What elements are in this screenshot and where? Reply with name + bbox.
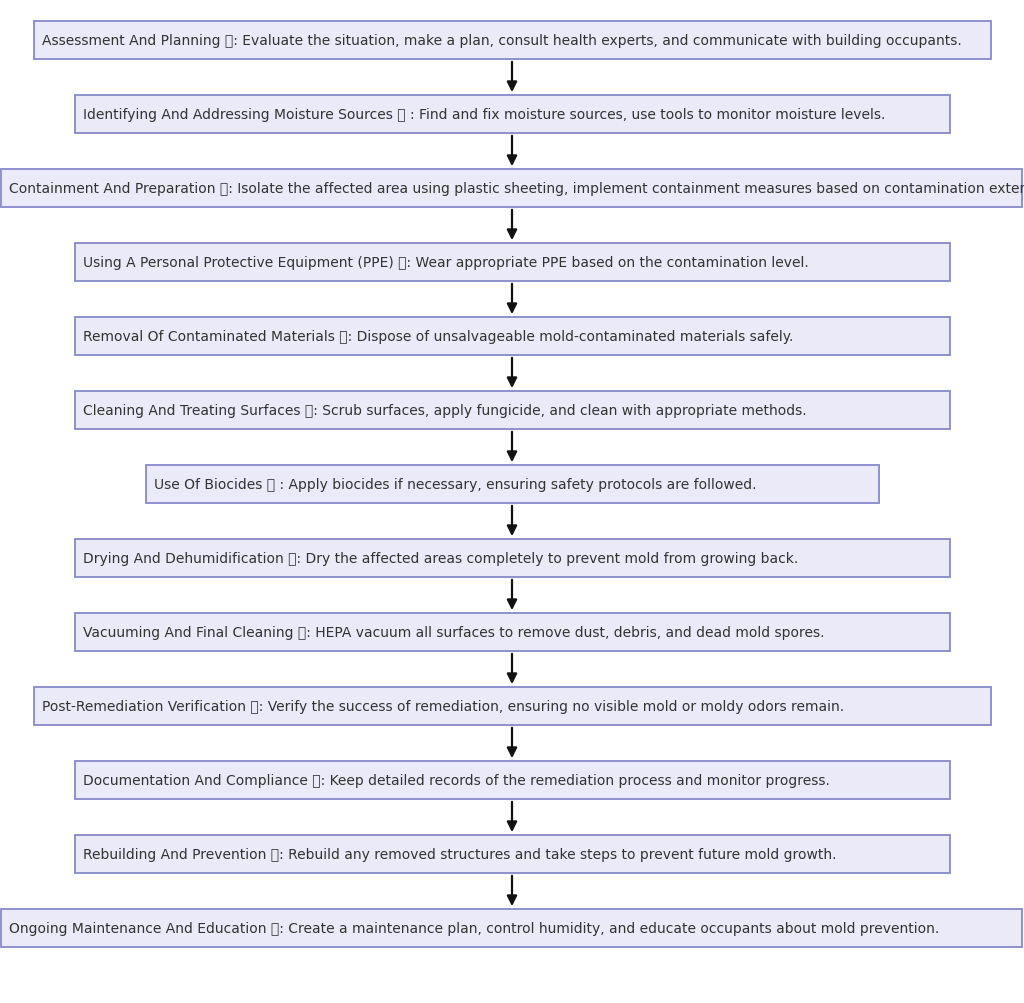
FancyBboxPatch shape bbox=[1, 170, 1022, 208]
Text: Use Of Biocides 🧪 : Apply biocides if necessary, ensuring safety protocols are f: Use Of Biocides 🧪 : Apply biocides if ne… bbox=[155, 477, 757, 491]
FancyBboxPatch shape bbox=[146, 465, 879, 504]
Text: Assessment And Planning 📝: Evaluate the situation, make a plan, consult health e: Assessment And Planning 📝: Evaluate the … bbox=[42, 34, 962, 48]
Text: Post-Remediation Verification ✅: Verify the success of remediation, ensuring no : Post-Remediation Verification ✅: Verify … bbox=[42, 699, 844, 713]
Text: Cleaning And Treating Surfaces 🧴: Scrub surfaces, apply fungicide, and clean wit: Cleaning And Treating Surfaces 🧴: Scrub … bbox=[83, 403, 806, 417]
FancyBboxPatch shape bbox=[75, 540, 950, 578]
Text: Rebuilding And Prevention 🛠️: Rebuild any removed structures and take steps to p: Rebuilding And Prevention 🛠️: Rebuild an… bbox=[83, 848, 837, 862]
FancyBboxPatch shape bbox=[75, 614, 950, 651]
FancyBboxPatch shape bbox=[75, 761, 950, 799]
Text: Containment And Preparation 🔴: Isolate the affected area using plastic sheeting,: Containment And Preparation 🔴: Isolate t… bbox=[9, 182, 1024, 196]
Text: Drying And Dehumidification 💨: Dry the affected areas completely to prevent mold: Drying And Dehumidification 💨: Dry the a… bbox=[83, 552, 798, 566]
FancyBboxPatch shape bbox=[34, 687, 991, 725]
FancyBboxPatch shape bbox=[75, 244, 950, 282]
Text: Ongoing Maintenance And Education 📚: Create a maintenance plan, control humidity: Ongoing Maintenance And Education 📚: Cre… bbox=[9, 921, 939, 935]
Text: Removal Of Contaminated Materials 🗑️: Dispose of unsalvageable mold-contaminated: Removal Of Contaminated Materials 🗑️: Di… bbox=[83, 330, 794, 344]
FancyBboxPatch shape bbox=[75, 835, 950, 874]
FancyBboxPatch shape bbox=[1, 909, 1022, 947]
Text: Identifying And Addressing Moisture Sources 💧 : Find and fix moisture sources, u: Identifying And Addressing Moisture Sour… bbox=[83, 108, 885, 122]
FancyBboxPatch shape bbox=[75, 318, 950, 356]
FancyBboxPatch shape bbox=[34, 22, 991, 60]
Text: Documentation And Compliance 🗒️: Keep detailed records of the remediation proces: Documentation And Compliance 🗒️: Keep de… bbox=[83, 773, 829, 787]
Text: Vacuuming And Final Cleaning ✨: HEPA vacuum all surfaces to remove dust, debris,: Vacuuming And Final Cleaning ✨: HEPA vac… bbox=[83, 626, 824, 639]
FancyBboxPatch shape bbox=[75, 391, 950, 429]
Text: Using A Personal Protective Equipment (PPE) ⛑️: Wear appropriate PPE based on th: Using A Personal Protective Equipment (P… bbox=[83, 256, 809, 270]
FancyBboxPatch shape bbox=[75, 96, 950, 133]
